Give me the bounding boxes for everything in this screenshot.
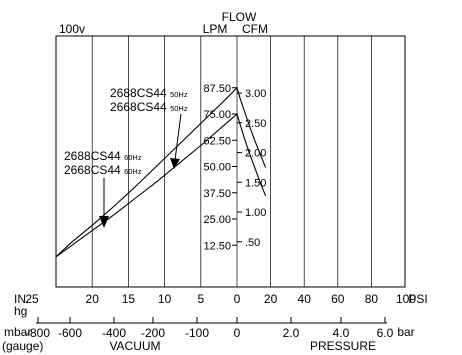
inhg-tick-label: 0 (234, 292, 241, 306)
inhg-unit-label-1: IN. (14, 292, 29, 306)
inhg-tick-label: 25 (25, 292, 39, 306)
pressure-section-label: PRESSURE (310, 339, 376, 353)
inhg-tick-label: 15 (122, 292, 136, 306)
mbar-tick-label: 0 (234, 326, 241, 340)
legend-60hz-model-1: 2688CS44 60Hz (64, 149, 142, 163)
mbar-tick-label: -600 (58, 326, 82, 340)
mbar-tick-label: -100 (185, 326, 209, 340)
lpm-tick-label: 75.00 (203, 109, 231, 121)
cfm-tick-label: 1.50 (245, 177, 266, 189)
bottom-axes: IN. hg PSI mbar (gauge) bar VACUUM PRESS… (2, 292, 428, 353)
legend-60hz: 2688CS44 60Hz 2668CS44 60Hz (64, 149, 142, 228)
lpm-tick-label: 87.50 (203, 83, 231, 95)
psi-tick-label: 60 (331, 292, 345, 306)
vacuum-section-label: VACUUM (109, 339, 160, 353)
lpm-tick-label: 12.50 (203, 240, 231, 252)
legend-50hz-leader (174, 113, 182, 161)
cfm-tick-label: 1.00 (245, 207, 266, 219)
legend-60hz-arrowhead (99, 216, 109, 228)
bar-tick-label: 4.0 (333, 326, 350, 340)
lpm-tick-label: 50.00 (203, 162, 231, 174)
grid (91, 36, 372, 287)
cfm-axis-label: CFM (242, 22, 268, 36)
cfm-tick-label: 2.50 (245, 118, 266, 130)
mbar-unit-label: mbar (4, 325, 31, 339)
bar-unit-label: bar (397, 325, 414, 339)
psi-tick-label: 80 (365, 292, 379, 306)
psi-tick-label: 100 (396, 292, 416, 306)
mbar-tick-label: -400 (102, 326, 126, 340)
psi-unit-label: PSI (408, 292, 427, 306)
legend-50hz: 2688CS44 50Hz 2668CS44 50Hz (110, 86, 188, 169)
center-axis-ticks: 87.50 75.00 62.50 50.00 37.50 25.00 12.50 3.00 2… (203, 83, 266, 253)
lpm-axis-label: LPM (203, 22, 228, 36)
inhg-unit-label-2: hg (14, 304, 27, 318)
psi-tick-label: 20 (264, 292, 278, 306)
bar-tick-label: 6.0 (377, 326, 394, 340)
lpm-tick-label: 25.00 (203, 214, 231, 226)
legend-50hz-model-2: 2668CS44 50Hz (110, 100, 188, 114)
mbar-tick-label: -800 (26, 326, 50, 340)
inhg-tick-label: 20 (86, 292, 100, 306)
lpm-tick-label: 62.50 (203, 135, 231, 147)
series-line-2 (55, 113, 267, 258)
inhg-tick-label: 10 (158, 292, 172, 306)
psi-tick-label: 40 (298, 292, 312, 306)
mbar-tick-label: -200 (141, 326, 165, 340)
cfm-tick-label: .50 (245, 237, 260, 249)
corner-label: 100v (59, 22, 85, 36)
cfm-tick-label: 3.00 (245, 88, 266, 100)
gauge-unit-label: (gauge) (2, 339, 43, 353)
plot-frame (55, 35, 406, 288)
legend-50hz-model-1: 2688CS44 50Hz (110, 86, 188, 100)
bar-tick-label: 2.0 (283, 326, 300, 340)
lpm-tick-label: 37.50 (203, 188, 231, 200)
series-line-1 (55, 86, 267, 258)
legend-50hz-arrowhead (170, 158, 180, 169)
inhg-tick-label: 5 (197, 292, 204, 306)
legend-60hz-model-2: 2668CS44 60Hz (64, 163, 142, 177)
chart-title: FLOW (222, 10, 257, 24)
